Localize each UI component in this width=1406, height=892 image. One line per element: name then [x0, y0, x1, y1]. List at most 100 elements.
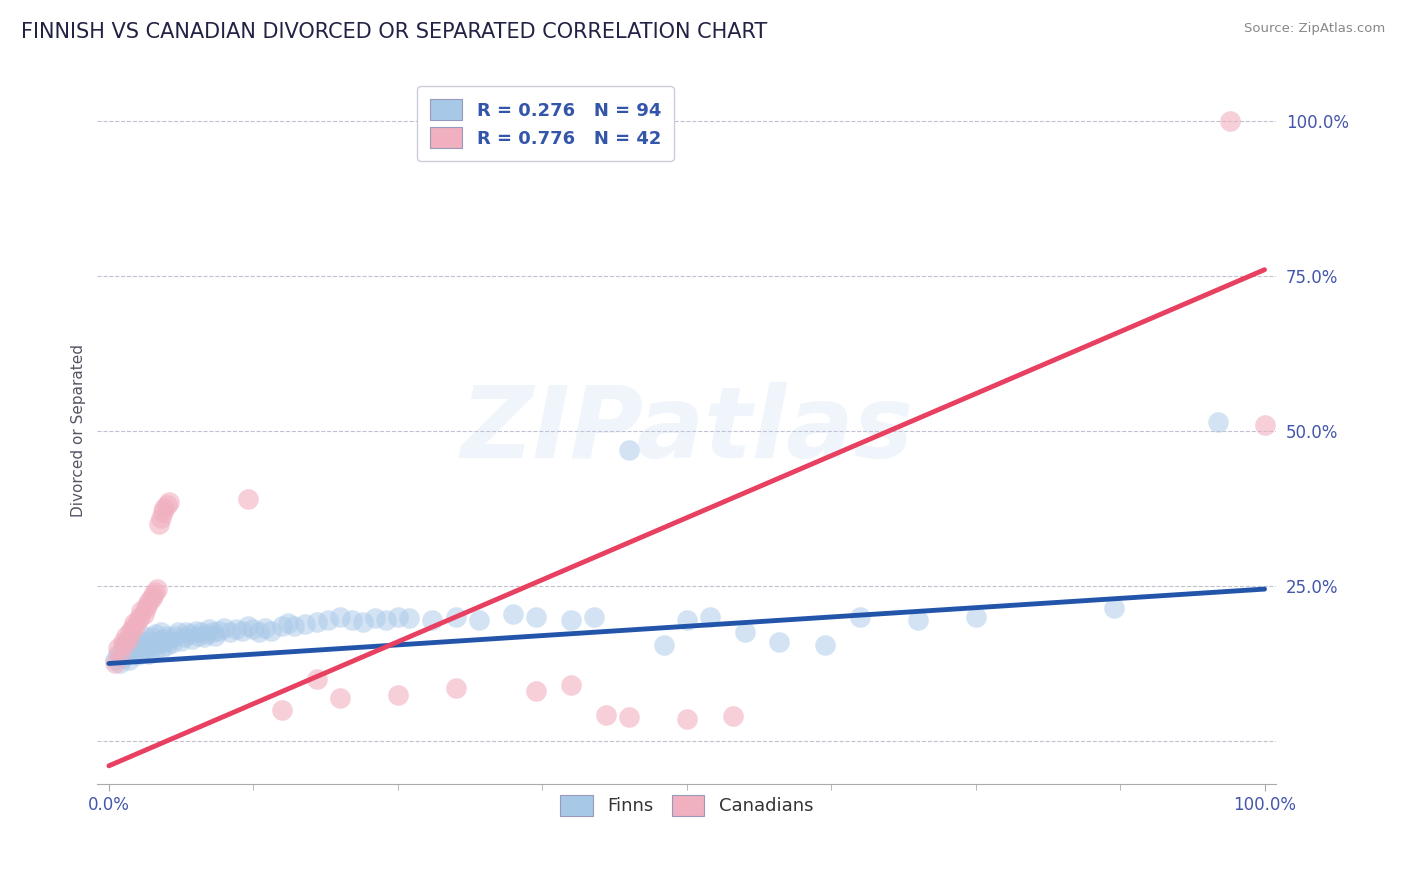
- Point: [236, 619, 259, 633]
- Point: [187, 629, 209, 643]
- Point: [699, 610, 721, 624]
- Point: [112, 638, 135, 652]
- Text: Source: ZipAtlas.com: Source: ZipAtlas.com: [1244, 22, 1385, 36]
- Point: [467, 613, 489, 627]
- Point: [283, 619, 305, 633]
- Point: [965, 610, 987, 624]
- Point: [340, 613, 363, 627]
- Point: [127, 640, 149, 654]
- Point: [277, 616, 299, 631]
- Point: [115, 644, 138, 658]
- Point: [157, 633, 180, 648]
- Point: [305, 672, 328, 686]
- Point: [117, 653, 139, 667]
- Point: [721, 709, 744, 723]
- Point: [129, 610, 152, 624]
- Point: [734, 625, 756, 640]
- Point: [179, 627, 201, 641]
- Point: [156, 499, 179, 513]
- Point: [136, 598, 159, 612]
- Point: [253, 621, 276, 635]
- Point: [204, 629, 226, 643]
- Y-axis label: Divorced or Separated: Divorced or Separated: [72, 344, 86, 517]
- Point: [617, 442, 640, 457]
- Point: [141, 630, 163, 644]
- Point: [127, 648, 149, 663]
- Point: [124, 636, 146, 650]
- Point: [132, 629, 155, 643]
- Point: [163, 629, 186, 643]
- Point: [271, 619, 294, 633]
- Point: [502, 607, 524, 621]
- Point: [149, 625, 172, 640]
- Point: [184, 624, 207, 638]
- Point: [422, 613, 444, 627]
- Point: [271, 703, 294, 717]
- Text: ZIPatlas: ZIPatlas: [460, 383, 914, 479]
- Point: [1104, 600, 1126, 615]
- Point: [173, 630, 195, 644]
- Point: [107, 640, 129, 655]
- Point: [153, 501, 176, 516]
- Point: [560, 613, 582, 627]
- Point: [146, 582, 169, 596]
- Point: [526, 684, 548, 698]
- Point: [318, 613, 340, 627]
- Point: [146, 636, 169, 650]
- Point: [110, 657, 132, 671]
- Point: [104, 657, 127, 671]
- Point: [242, 623, 264, 637]
- Point: [814, 638, 837, 652]
- Point: [198, 623, 221, 637]
- Point: [136, 633, 159, 648]
- Point: [219, 625, 242, 640]
- Point: [110, 647, 132, 661]
- Point: [152, 504, 174, 518]
- Text: FINNISH VS CANADIAN DIVORCED OR SEPARATED CORRELATION CHART: FINNISH VS CANADIAN DIVORCED OR SEPARATE…: [21, 22, 768, 42]
- Point: [195, 627, 218, 641]
- Point: [1219, 113, 1241, 128]
- Point: [225, 623, 247, 637]
- Point: [617, 710, 640, 724]
- Point: [148, 516, 170, 531]
- Point: [156, 638, 179, 652]
- Point: [127, 613, 149, 627]
- Point: [201, 625, 224, 640]
- Point: [157, 495, 180, 509]
- Point: [190, 625, 212, 640]
- Point: [118, 638, 141, 652]
- Point: [138, 638, 160, 652]
- Point: [1208, 415, 1230, 429]
- Point: [849, 610, 872, 624]
- Point: [375, 613, 398, 627]
- Point: [176, 625, 198, 640]
- Point: [141, 591, 163, 606]
- Point: [583, 610, 606, 624]
- Point: [121, 642, 143, 657]
- Point: [111, 634, 134, 648]
- Point: [352, 615, 374, 629]
- Point: [387, 610, 409, 624]
- Point: [104, 653, 127, 667]
- Point: [143, 585, 166, 599]
- Point: [675, 712, 697, 726]
- Point: [595, 708, 617, 723]
- Point: [231, 624, 253, 638]
- Point: [193, 630, 215, 644]
- Point: [143, 644, 166, 658]
- Point: [167, 625, 190, 640]
- Point: [294, 617, 316, 632]
- Point: [117, 632, 139, 646]
- Point: [132, 607, 155, 621]
- Point: [768, 634, 790, 648]
- Point: [162, 636, 184, 650]
- Point: [118, 625, 141, 640]
- Point: [143, 627, 166, 641]
- Point: [153, 632, 176, 646]
- Point: [129, 644, 152, 658]
- Point: [260, 624, 283, 638]
- Point: [115, 629, 138, 643]
- Point: [124, 616, 146, 631]
- Legend: Finns, Canadians: Finns, Canadians: [551, 786, 823, 825]
- Point: [247, 625, 270, 640]
